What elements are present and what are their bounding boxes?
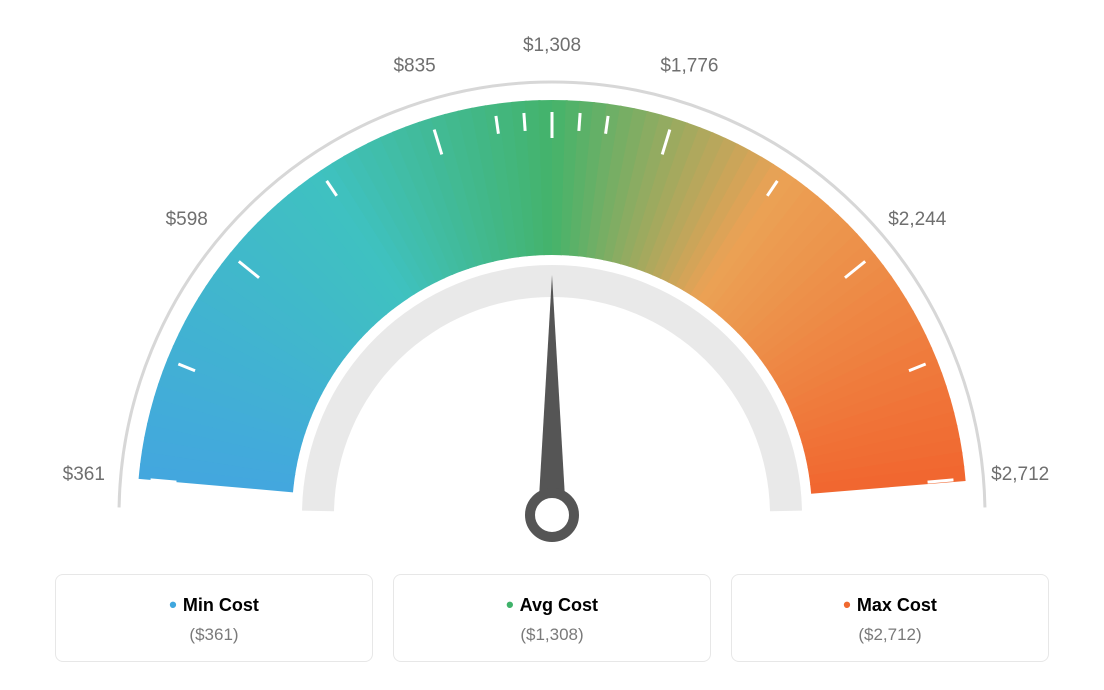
legend-card-max: • Max Cost ($2,712) [731,574,1049,662]
gauge-chart-container: $361 $598 $835 $1,308 $1,776 $2,244 $2,712 • Mi… [0,0,1104,690]
legend-avg-value: ($1,308) [394,625,710,645]
legend-min-label: Min Cost [183,595,259,615]
gauge-tick-label: $361 [63,464,105,485]
dot-icon: • [843,592,851,617]
legend-min-value: ($361) [56,625,372,645]
legend-card-avg: • Avg Cost ($1,308) [393,574,711,662]
legend-card-min: • Min Cost ($361) [55,574,373,662]
legend-min-title: • Min Cost [56,593,372,619]
legend-row: • Min Cost ($361) • Avg Cost ($1,308) • Max… [55,574,1049,662]
gauge-tick-label: $598 [166,209,208,230]
gauge-needle [538,275,566,515]
gauge-svg: $361 $598 $835 $1,308 $1,776 $2,244 $2,712 [52,20,1052,580]
gauge-tick-label: $835 [393,56,435,77]
gauge-tick-label: $2,244 [888,209,947,230]
legend-max-value: ($2,712) [732,625,1048,645]
gauge-tick-label: $2,712 [991,464,1049,485]
legend-max-label: Max Cost [857,595,937,615]
legend-avg-label: Avg Cost [520,595,598,615]
gauge-tick-label: $1,308 [523,35,581,56]
gauge-hub [530,493,574,537]
dot-icon: • [506,592,514,617]
legend-avg-title: • Avg Cost [394,593,710,619]
gauge-area: $361 $598 $835 $1,308 $1,776 $2,244 $2,712 [52,20,1052,580]
dot-icon: • [169,592,177,617]
legend-max-title: • Max Cost [732,593,1048,619]
gauge-tick-label: $1,776 [660,56,718,77]
